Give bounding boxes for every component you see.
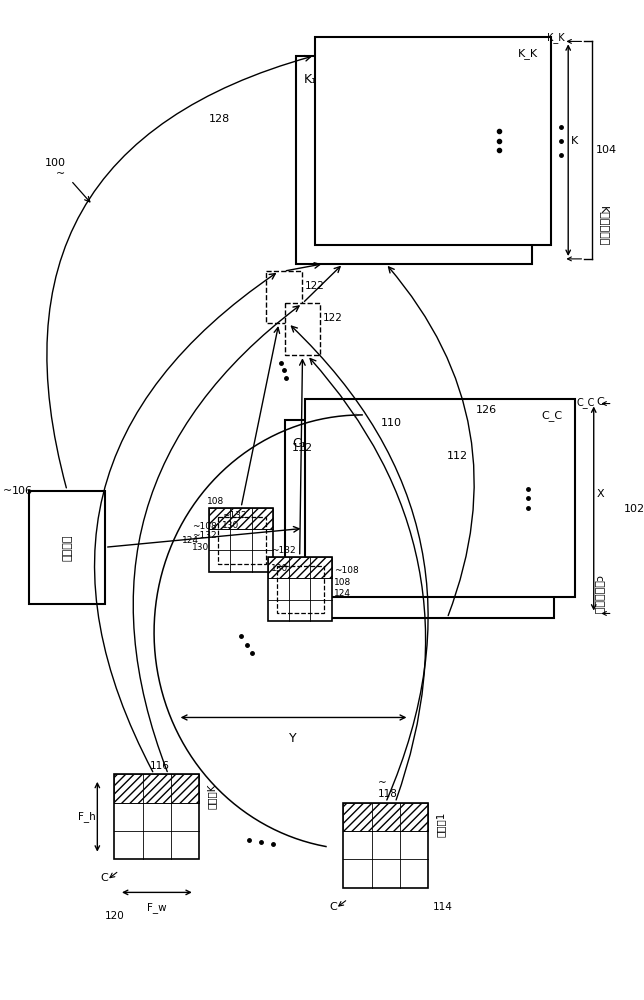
Text: 124: 124 bbox=[334, 589, 351, 598]
Text: C_C: C_C bbox=[577, 397, 595, 408]
Bar bbox=[267, 557, 332, 578]
Text: 108: 108 bbox=[334, 578, 351, 587]
Text: 130: 130 bbox=[222, 521, 240, 530]
Text: 滤波器1: 滤波器1 bbox=[436, 812, 446, 837]
Text: 100: 100 bbox=[45, 158, 66, 168]
FancyArrowPatch shape bbox=[133, 306, 299, 772]
Text: ~: ~ bbox=[56, 169, 65, 179]
Text: K个输出通道: K个输出通道 bbox=[598, 206, 609, 246]
Bar bbox=[115, 774, 200, 803]
Text: X: X bbox=[596, 489, 604, 499]
Text: F_h: F_h bbox=[79, 811, 96, 822]
Text: 126: 126 bbox=[475, 405, 497, 415]
Bar bbox=[315, 37, 551, 245]
FancyArrowPatch shape bbox=[310, 359, 426, 800]
Text: 112: 112 bbox=[292, 443, 313, 453]
Text: 110: 110 bbox=[381, 418, 402, 428]
Text: 102: 102 bbox=[624, 504, 644, 514]
Text: 130: 130 bbox=[271, 564, 289, 573]
Text: 116: 116 bbox=[149, 761, 169, 771]
Text: Y: Y bbox=[289, 732, 297, 745]
FancyArrowPatch shape bbox=[47, 56, 310, 488]
Text: K: K bbox=[571, 136, 578, 146]
FancyArrowPatch shape bbox=[95, 274, 275, 772]
Bar bbox=[209, 508, 273, 572]
FancyArrowPatch shape bbox=[292, 326, 428, 800]
Text: ~108: ~108 bbox=[192, 522, 216, 531]
Text: F_w: F_w bbox=[147, 902, 167, 913]
Text: ~132: ~132 bbox=[192, 531, 216, 540]
Text: ~: ~ bbox=[378, 778, 387, 788]
FancyArrowPatch shape bbox=[388, 267, 474, 616]
Text: 滤波器K: 滤波器K bbox=[207, 784, 217, 809]
Bar bbox=[265, 271, 301, 323]
Text: c个输入通道: c个输入通道 bbox=[594, 575, 603, 614]
Text: C: C bbox=[329, 902, 337, 912]
Text: 122: 122 bbox=[323, 313, 343, 323]
Text: C_C: C_C bbox=[542, 410, 563, 421]
Bar bbox=[285, 420, 554, 618]
Text: ~132: ~132 bbox=[222, 511, 247, 520]
Text: 124: 124 bbox=[182, 536, 200, 545]
Text: K_K: K_K bbox=[547, 32, 565, 43]
Bar bbox=[267, 557, 332, 621]
Text: C: C bbox=[596, 397, 604, 407]
Text: ~132: ~132 bbox=[271, 546, 296, 555]
Bar bbox=[29, 491, 105, 604]
Text: 118: 118 bbox=[378, 789, 398, 799]
Text: 120: 120 bbox=[105, 911, 125, 921]
Text: K₁: K₁ bbox=[303, 73, 317, 86]
Bar bbox=[343, 803, 428, 831]
Bar bbox=[305, 399, 575, 597]
Text: 112: 112 bbox=[447, 451, 468, 461]
Text: ~: ~ bbox=[3, 486, 12, 496]
Text: 104: 104 bbox=[596, 145, 617, 155]
Text: 122: 122 bbox=[305, 281, 325, 291]
Text: C₁: C₁ bbox=[292, 437, 306, 450]
Bar bbox=[218, 517, 265, 564]
Text: 128: 128 bbox=[209, 114, 230, 124]
Bar bbox=[296, 56, 533, 264]
Text: ~108: ~108 bbox=[334, 566, 359, 575]
Text: 106: 106 bbox=[12, 486, 33, 496]
Text: 108: 108 bbox=[207, 497, 224, 506]
Text: C: C bbox=[100, 873, 108, 883]
Bar bbox=[285, 303, 321, 355]
Text: 114: 114 bbox=[433, 902, 453, 912]
Bar bbox=[343, 803, 428, 888]
Bar bbox=[209, 508, 273, 529]
Bar bbox=[115, 774, 200, 859]
Text: 130: 130 bbox=[192, 543, 209, 552]
Text: 输入图像: 输入图像 bbox=[62, 534, 72, 561]
Bar bbox=[277, 566, 325, 613]
Text: K_K: K_K bbox=[518, 48, 538, 59]
